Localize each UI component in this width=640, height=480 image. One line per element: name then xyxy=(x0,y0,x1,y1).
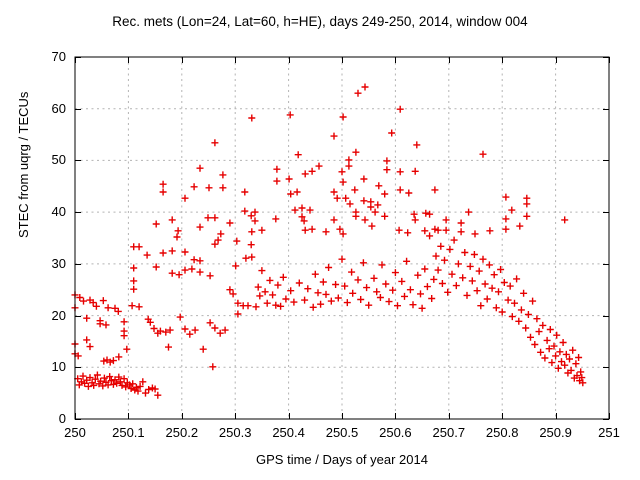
x-axis-label: GPS time / Days of year 2014 xyxy=(256,452,428,467)
x-tick-label: 250.4 xyxy=(272,425,305,440)
scatter-points xyxy=(71,83,587,399)
y-tick-label: 50 xyxy=(51,152,66,168)
y-tick-label: 60 xyxy=(51,100,66,116)
x-tick-label: 250.7 xyxy=(432,425,466,440)
chart-title: Rec. mets (Lon=24, Lat=60, h=HE), days 2… xyxy=(112,14,528,29)
y-tick-label: 20 xyxy=(51,307,66,323)
y-tick-label: 40 xyxy=(51,204,66,220)
y-tick-label: 70 xyxy=(51,49,66,64)
x-tick-label: 250.9 xyxy=(539,425,572,440)
y-tick-label: 30 xyxy=(51,255,66,271)
plot-border xyxy=(74,56,610,420)
x-tick-label: 250.1 xyxy=(112,425,145,440)
axis-tick-marks xyxy=(75,57,610,420)
x-tick-label: 250.6 xyxy=(379,425,412,440)
x-tick-label: 250.5 xyxy=(325,425,359,440)
x-tick-label: 250.3 xyxy=(218,425,252,440)
x-tick-label: 250.8 xyxy=(485,425,519,440)
x-tick-label: 250.2 xyxy=(165,425,199,440)
x-tick-label: 250 xyxy=(64,425,86,440)
y-tick-label: 0 xyxy=(58,411,66,426)
x-tick-label: 251 xyxy=(598,425,620,440)
y-tick-label: 10 xyxy=(51,359,66,375)
